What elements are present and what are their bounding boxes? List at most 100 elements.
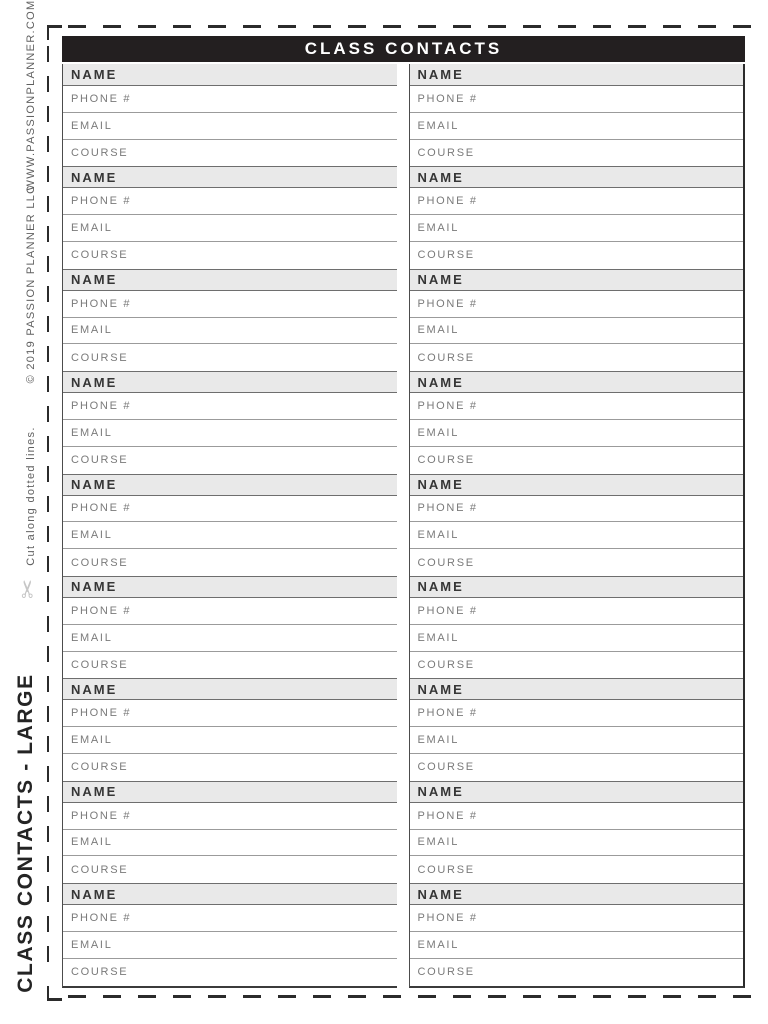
email-label: EMAIL [71, 324, 113, 337]
email-label: EMAIL [417, 529, 460, 542]
email-label: EMAIL [417, 324, 460, 337]
course-label: COURSE [71, 863, 129, 876]
scissors-icon: ✂ [15, 578, 42, 600]
phone-row: PHONE # [409, 86, 743, 113]
email-label: EMAIL [71, 529, 113, 542]
phone-label: PHONE # [71, 400, 132, 413]
email-row: EMAIL [63, 932, 397, 959]
phone-row: PHONE # [409, 803, 743, 830]
name-label: NAME [71, 681, 118, 697]
phone-row: PHONE # [63, 803, 397, 830]
phone-label: PHONE # [417, 92, 478, 105]
email-label: EMAIL [417, 119, 460, 132]
contact-block: NAME PHONE # EMAIL COURSE [409, 64, 744, 167]
phone-row: PHONE # [409, 700, 743, 728]
email-row: EMAIL [63, 727, 397, 754]
name-row: NAME [63, 883, 397, 906]
contact-block: NAME PHONE # EMAIL COURSE [409, 371, 743, 473]
phone-row: PHONE # [63, 496, 397, 523]
course-row: COURSE [410, 652, 744, 679]
phone-label: PHONE # [417, 195, 478, 208]
course-label: COURSE [417, 351, 475, 364]
name-label: NAME [71, 784, 118, 800]
course-row: COURSE [410, 140, 744, 167]
name-row: NAME [409, 883, 743, 906]
contacts-column-left: NAME PHONE # EMAIL COURSE NAME PHONE # E… [62, 64, 397, 988]
name-row: NAME [409, 268, 743, 291]
name-row: NAME [409, 575, 743, 598]
name-label: NAME [71, 169, 118, 185]
contacts-column-right: NAME PHONE # EMAIL COURSE NAME PHONE # E… [408, 64, 745, 988]
course-label: COURSE [71, 351, 129, 364]
contact-block: NAME PHONE # EMAIL COURSE [63, 473, 397, 576]
course-label: COURSE [71, 454, 129, 467]
phone-row: PHONE # [409, 598, 743, 625]
contact-block: NAME PHONE # EMAIL COURSE [409, 268, 744, 371]
course-row: COURSE [410, 344, 744, 371]
phone-row: PHONE # [409, 291, 743, 318]
name-label: NAME [417, 886, 464, 902]
website-label: WWW.PASSIONPLANNER.COM [25, 0, 37, 191]
course-label: COURSE [417, 863, 475, 876]
name-label: NAME [417, 784, 464, 800]
email-label: EMAIL [417, 631, 460, 644]
course-row: COURSE [410, 242, 744, 269]
name-label: NAME [417, 67, 464, 82]
phone-label: PHONE # [417, 604, 478, 617]
name-row: NAME [63, 166, 397, 189]
name-label: NAME [417, 272, 464, 288]
name-row: NAME [409, 64, 743, 86]
email-label: EMAIL [417, 222, 460, 235]
course-row: COURSE [63, 447, 397, 474]
name-row: NAME [409, 678, 743, 701]
cut-instruction-label: Cut along dotted lines. [25, 426, 37, 566]
phone-label: PHONE # [71, 92, 132, 105]
email-label: EMAIL [417, 836, 460, 849]
name-row: NAME [63, 268, 397, 291]
name-row: NAME [63, 678, 397, 701]
contact-block: NAME PHONE # EMAIL COURSE [63, 575, 397, 678]
email-label: EMAIL [71, 836, 113, 849]
name-label: NAME [71, 272, 118, 288]
phone-row: PHONE # [409, 188, 743, 216]
email-row: EMAIL [63, 215, 397, 242]
contact-block: NAME PHONE # EMAIL COURSE [409, 166, 744, 269]
email-row: EMAIL [409, 113, 743, 140]
name-label: NAME [417, 374, 464, 390]
email-label: EMAIL [417, 426, 460, 439]
page-title-vertical: CLASS CONTACTS - LARGE [14, 673, 37, 993]
course-row: COURSE [63, 754, 397, 781]
email-label: EMAIL [71, 222, 113, 235]
name-label: NAME [71, 477, 118, 493]
email-row: EMAIL [63, 830, 397, 857]
email-label: EMAIL [71, 119, 113, 132]
phone-label: PHONE # [71, 297, 132, 310]
contact-block: NAME PHONE # EMAIL COURSE [409, 575, 744, 679]
name-row: NAME [63, 371, 397, 394]
phone-row: PHONE # [409, 905, 743, 932]
name-row: NAME [409, 166, 743, 189]
phone-row: PHONE # [63, 393, 397, 420]
contact-block: NAME PHONE # EMAIL COURSE [409, 780, 743, 883]
email-row: EMAIL [63, 318, 397, 345]
course-label: COURSE [71, 146, 129, 159]
phone-label: PHONE # [71, 912, 132, 925]
contact-block: NAME PHONE # EMAIL COURSE [409, 883, 743, 985]
copyright-label: © 2019 PASSION PLANNER LLC [25, 184, 37, 384]
contact-block: NAME PHONE # EMAIL COURSE [63, 371, 397, 473]
contact-block: NAME PHONE # EMAIL COURSE [63, 883, 397, 985]
course-label: COURSE [71, 249, 129, 262]
name-label: NAME [417, 169, 464, 185]
phone-row: PHONE # [63, 188, 397, 216]
email-label: EMAIL [71, 426, 113, 439]
phone-row: PHONE # [409, 393, 743, 420]
contact-block: NAME PHONE # EMAIL COURSE [63, 780, 397, 883]
sheet-title: CLASS CONTACTS [304, 39, 503, 58]
course-row: COURSE [63, 344, 397, 371]
course-row: COURSE [410, 549, 744, 576]
contact-block: NAME PHONE # EMAIL COURSE [409, 678, 743, 780]
course-label: COURSE [417, 146, 475, 159]
phone-row: PHONE # [63, 86, 397, 113]
contact-block: NAME PHONE # EMAIL COURSE [63, 268, 397, 371]
contact-block: NAME PHONE # EMAIL COURSE [63, 678, 397, 780]
